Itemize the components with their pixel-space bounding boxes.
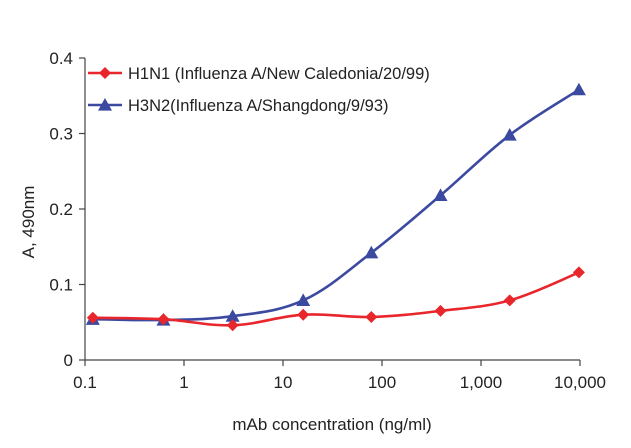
x-tick-label: 0.1 xyxy=(73,373,97,392)
data-point xyxy=(225,309,240,322)
y-axis-title: A, 490nm xyxy=(19,186,38,259)
y-tick-label: 0.4 xyxy=(49,49,73,68)
series-h1n1 xyxy=(86,266,585,332)
data-point xyxy=(571,82,586,96)
x-ticks: 0.1 1 10 100 1,000 10,000 xyxy=(73,360,606,392)
legend-label: H1N1 (Influenza A/New Caledonia/20/99) xyxy=(128,65,430,83)
data-point xyxy=(503,294,516,307)
legend-marker xyxy=(99,67,111,79)
y-tick-label: 0.1 xyxy=(49,276,73,295)
x-tick-label: 1,000 xyxy=(460,373,503,392)
y-tick-label: 0.3 xyxy=(49,125,73,144)
x-tick-label: 10 xyxy=(274,373,293,392)
data-point xyxy=(433,188,448,202)
data-point xyxy=(572,266,585,279)
y-tick-label: 0 xyxy=(64,351,73,370)
y-ticks: 0 0.1 0.2 0.3 0.4 xyxy=(49,49,85,370)
legend-marker xyxy=(98,98,112,111)
data-point xyxy=(297,308,310,321)
data-point xyxy=(365,310,378,323)
x-tick-label: 10,000 xyxy=(554,373,606,392)
legend-item: H3N2(Influenza A/Shangdong/9/93) xyxy=(88,97,389,115)
legend-item: H1N1 (Influenza A/New Caledonia/20/99) xyxy=(88,65,430,83)
x-tick-label: 1 xyxy=(179,373,188,392)
x-axis-title: mAb concentration (ng/ml) xyxy=(232,415,431,434)
series-layer xyxy=(85,82,586,332)
data-point xyxy=(364,245,379,259)
x-tick-label: 100 xyxy=(368,373,396,392)
series-line xyxy=(92,271,580,327)
legend: H1N1 (Influenza A/New Caledonia/20/99) H3… xyxy=(88,65,430,115)
data-point xyxy=(226,319,239,332)
legend-label: H3N2(Influenza A/Shangdong/9/93) xyxy=(128,97,389,115)
y-tick-label: 0.2 xyxy=(49,200,73,219)
data-point xyxy=(434,304,447,317)
series-h3n2 xyxy=(85,82,586,326)
data-point xyxy=(157,313,170,326)
data-point xyxy=(86,311,99,324)
series-line xyxy=(92,88,580,322)
data-point xyxy=(296,293,311,306)
data-point xyxy=(502,128,517,141)
